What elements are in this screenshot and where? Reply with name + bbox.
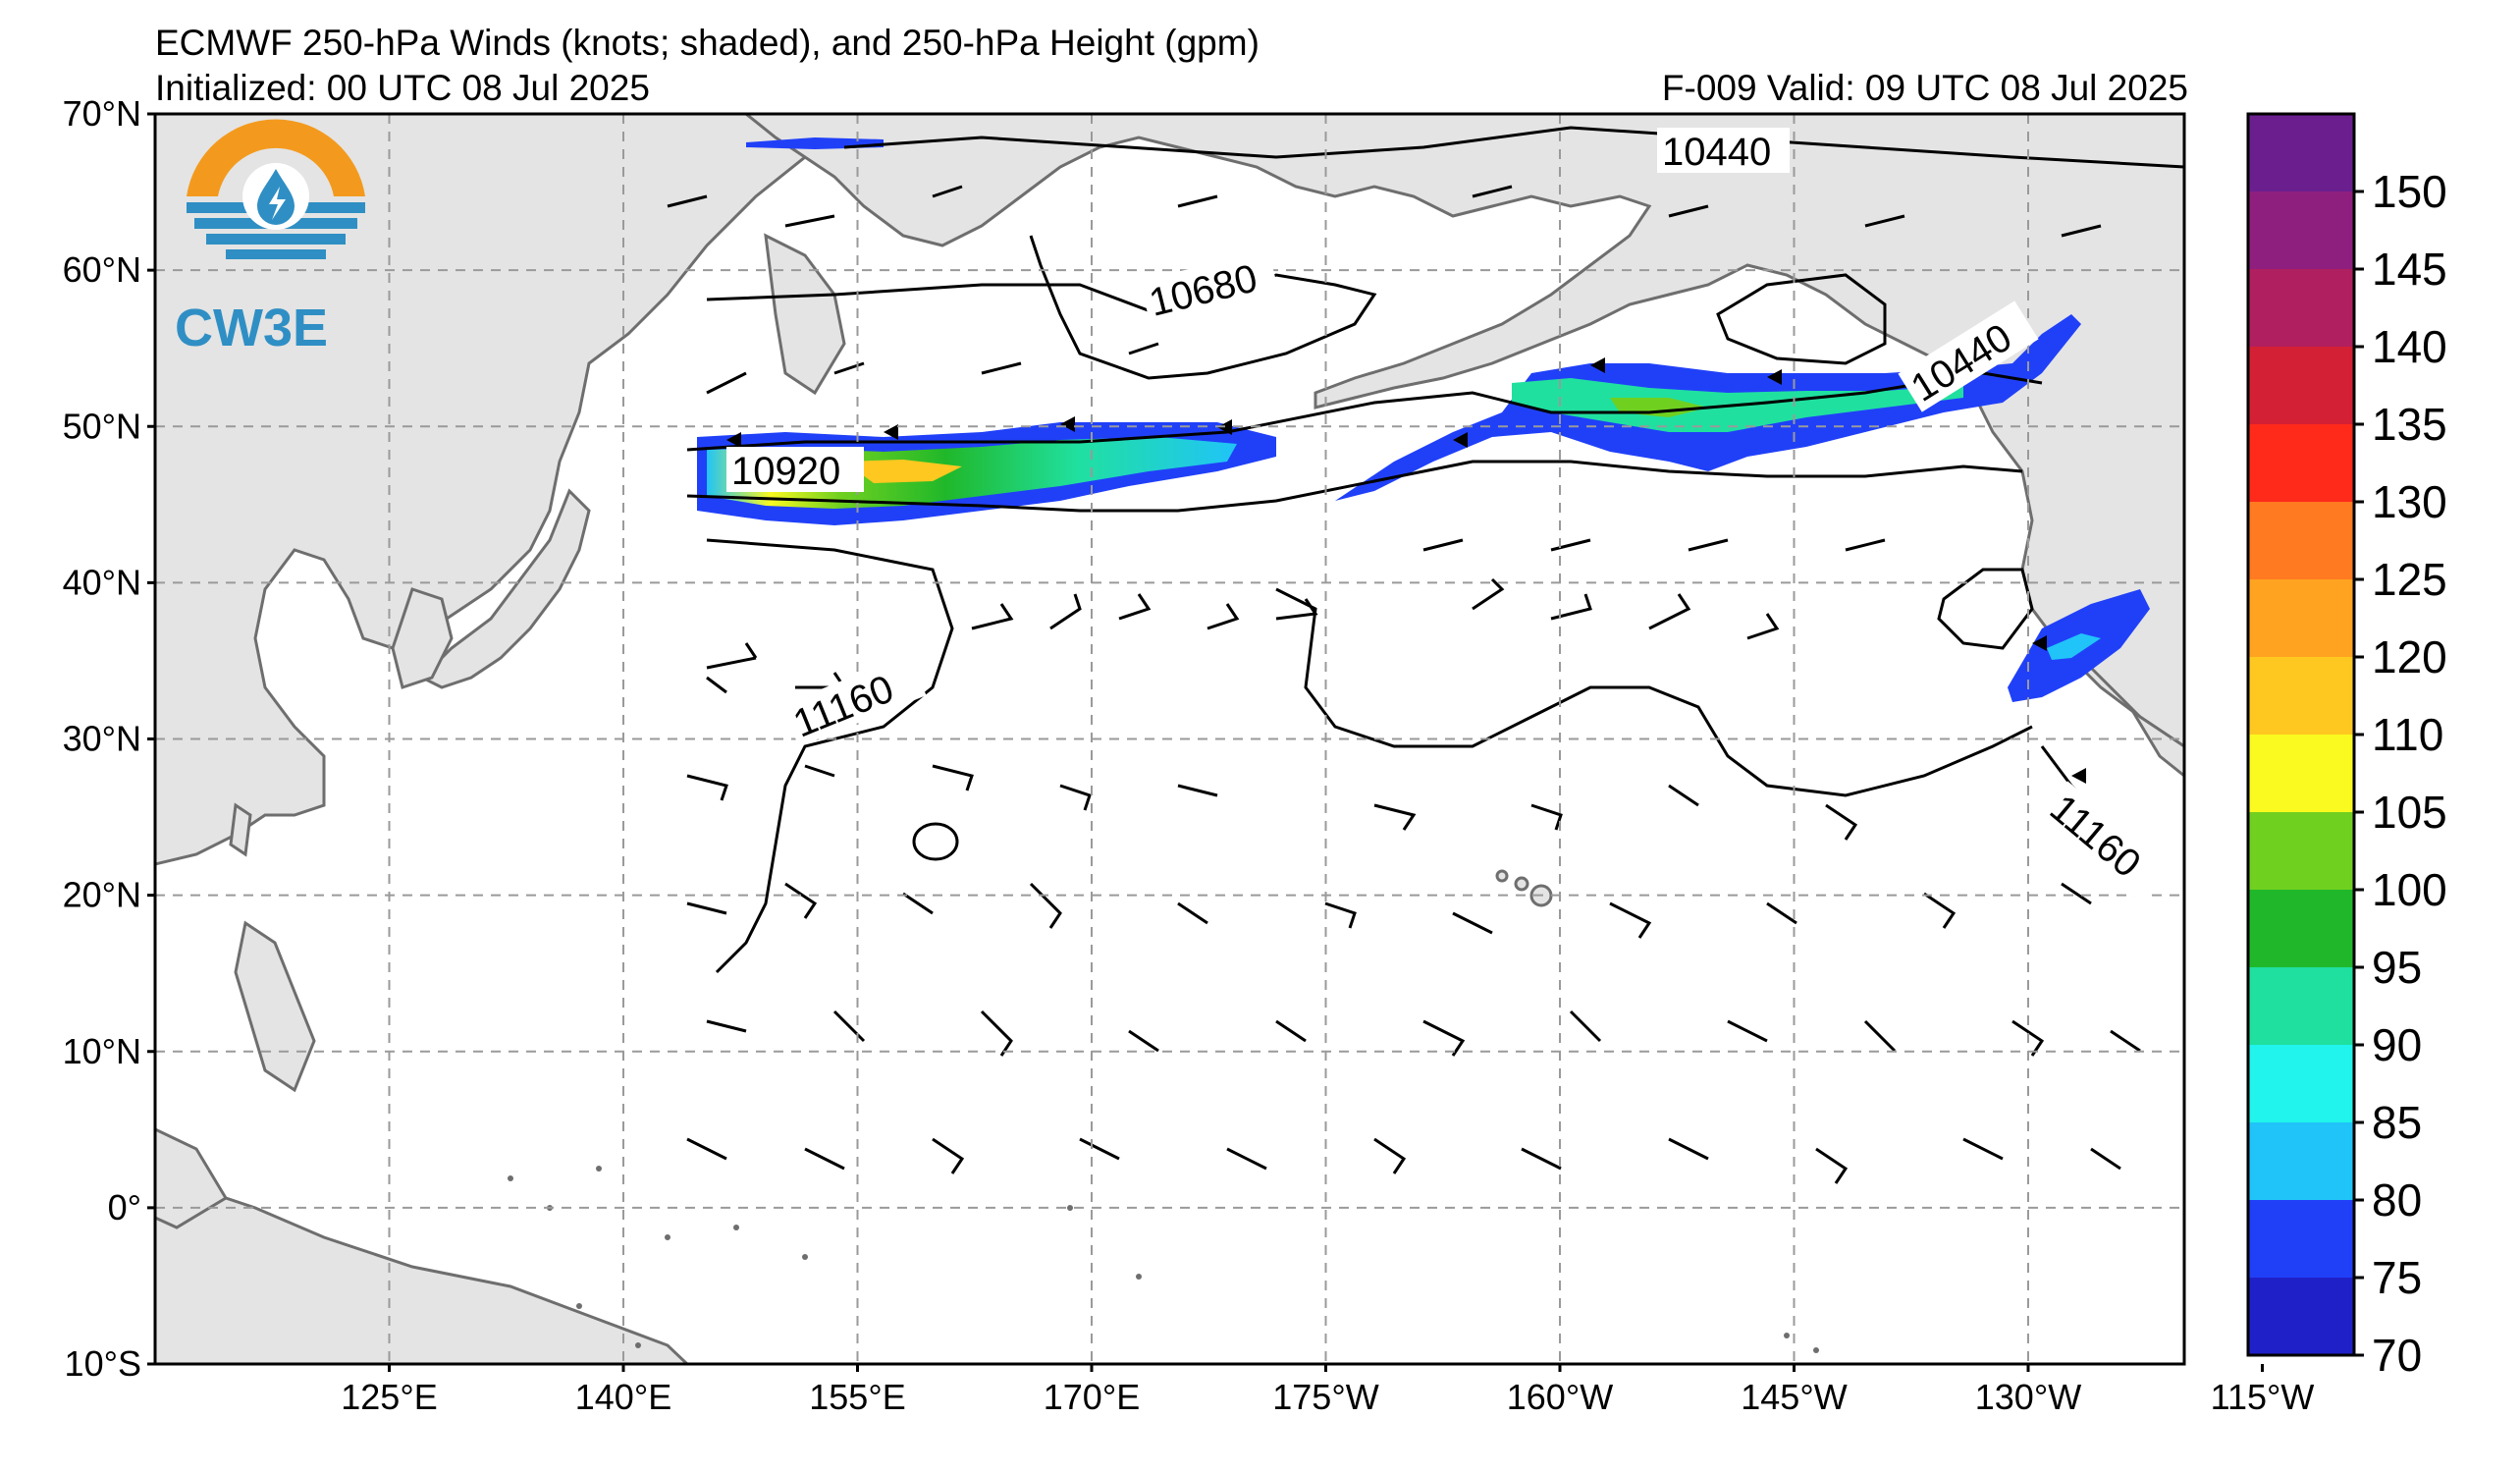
lat-label: 30°N bbox=[63, 719, 141, 759]
colorbar-swatch bbox=[2248, 967, 2354, 1046]
lat-label: 50°N bbox=[63, 406, 141, 446]
lon-label: 125°E bbox=[341, 1377, 437, 1417]
jet-max-west bbox=[844, 460, 962, 483]
lat-label: 40°N bbox=[63, 562, 141, 602]
valid-time: F-009 Valid: 09 UTC 08 Jul 2025 bbox=[1661, 68, 2188, 108]
north-america-landmass bbox=[743, 114, 2184, 748]
height-contours bbox=[686, 126, 2184, 974]
colorbar-label: 125 bbox=[2372, 554, 2447, 605]
lat-label: 60°N bbox=[63, 249, 141, 290]
colorbar-swatch bbox=[2248, 347, 2354, 425]
lat-label: 70°N bbox=[63, 93, 141, 134]
colorbar-swatch bbox=[2248, 579, 2354, 658]
lon-label: 140°E bbox=[575, 1377, 671, 1417]
lon-label: 175°W bbox=[1272, 1377, 1378, 1417]
colorbar-swatch bbox=[2248, 191, 2354, 270]
colorbar-label: 75 bbox=[2372, 1252, 2422, 1303]
colorbar-label: 120 bbox=[2372, 631, 2447, 682]
latitude-labels: 70°N 60°N 50°N 40°N 30°N 20°N 10°N 0° 10°S bbox=[63, 93, 155, 1384]
colorbar-label: 145 bbox=[2372, 244, 2447, 295]
colorbar-swatch bbox=[2248, 657, 2354, 736]
map-title: ECMWF 250-hPa Winds (knots; shaded), and… bbox=[155, 23, 1260, 63]
lon-label: 115°W bbox=[2211, 1377, 2315, 1417]
baja-california bbox=[2089, 666, 2184, 778]
pacific-islands bbox=[508, 1166, 1819, 1353]
taiwan-island bbox=[229, 802, 252, 857]
lat-label: 0° bbox=[108, 1187, 141, 1228]
japan-islands bbox=[419, 488, 591, 689]
contour-label-group: 10440 10680 10920 11160 10440 11160 bbox=[726, 128, 2173, 904]
asia-landmass bbox=[155, 114, 847, 866]
colorbar-label: 85 bbox=[2372, 1097, 2422, 1148]
lat-label: 10°N bbox=[63, 1031, 141, 1071]
lat-label: 10°S bbox=[65, 1343, 141, 1384]
colorbar-swatch bbox=[2248, 114, 2354, 192]
lon-label: 130°W bbox=[1975, 1377, 2081, 1417]
colorbar-swatch bbox=[2248, 502, 2354, 580]
lon-label: 155°E bbox=[809, 1377, 905, 1417]
colorbar-swatch bbox=[2248, 1200, 2354, 1279]
colorbar-label: 110 bbox=[2372, 709, 2443, 760]
colorbar-swatch bbox=[2248, 424, 2354, 503]
lon-label: 170°E bbox=[1044, 1377, 1140, 1417]
graticule bbox=[155, 114, 2184, 1364]
hawaii-islands bbox=[1495, 869, 1553, 907]
colorbar-swatch bbox=[2248, 735, 2354, 813]
logo-text: CW3E bbox=[175, 299, 328, 357]
lat-label: 20°N bbox=[63, 875, 141, 915]
kamchatka-landmass bbox=[764, 233, 846, 396]
longitude-labels: 125°E 140°E 155°E 170°E 175°W 160°W 145°W 130°W… bbox=[341, 1364, 2314, 1417]
colorbar-label: 95 bbox=[2372, 942, 2422, 993]
colorbar-swatch bbox=[2248, 890, 2354, 968]
cw3e-logo: CW3E bbox=[175, 119, 365, 357]
colorbar-label: 140 bbox=[2372, 321, 2447, 372]
colorbar-label: 135 bbox=[2372, 399, 2447, 450]
contour-label-10920: 10920 bbox=[731, 450, 840, 493]
colorbar: 150 145 140 135 130 125 120 110 105 100 95 90 85 80 75… bbox=[2246, 112, 2447, 1381]
colorbar-label: 70 bbox=[2372, 1330, 2422, 1381]
colorbar-label: 80 bbox=[2372, 1174, 2422, 1226]
colorbar-label: 105 bbox=[2372, 787, 2447, 838]
colorbar-swatch bbox=[2248, 1045, 2354, 1123]
colorbar-label: 100 bbox=[2372, 864, 2447, 915]
init-time: Initialized: 00 UTC 08 Jul 2025 bbox=[155, 68, 650, 108]
colorbar-label: 130 bbox=[2372, 476, 2447, 527]
borneo-landmass bbox=[155, 1127, 229, 1229]
lon-label: 160°W bbox=[1507, 1377, 1613, 1417]
colorbar-swatch bbox=[2248, 269, 2354, 348]
colorbar-label: 150 bbox=[2372, 166, 2447, 217]
colorbar-swatch bbox=[2248, 1278, 2354, 1356]
new-guinea-landmass bbox=[155, 1186, 690, 1364]
colorbar-swatch bbox=[2248, 812, 2354, 891]
contour-label-10440-north: 10440 bbox=[1662, 131, 1771, 174]
colorbar-swatch bbox=[2248, 1122, 2354, 1201]
colorbar-label: 90 bbox=[2372, 1019, 2422, 1070]
philippines-islands bbox=[234, 920, 316, 1093]
korea-peninsula bbox=[391, 587, 454, 689]
lon-label: 145°W bbox=[1741, 1377, 1847, 1417]
jet-california-core bbox=[2047, 633, 2101, 660]
